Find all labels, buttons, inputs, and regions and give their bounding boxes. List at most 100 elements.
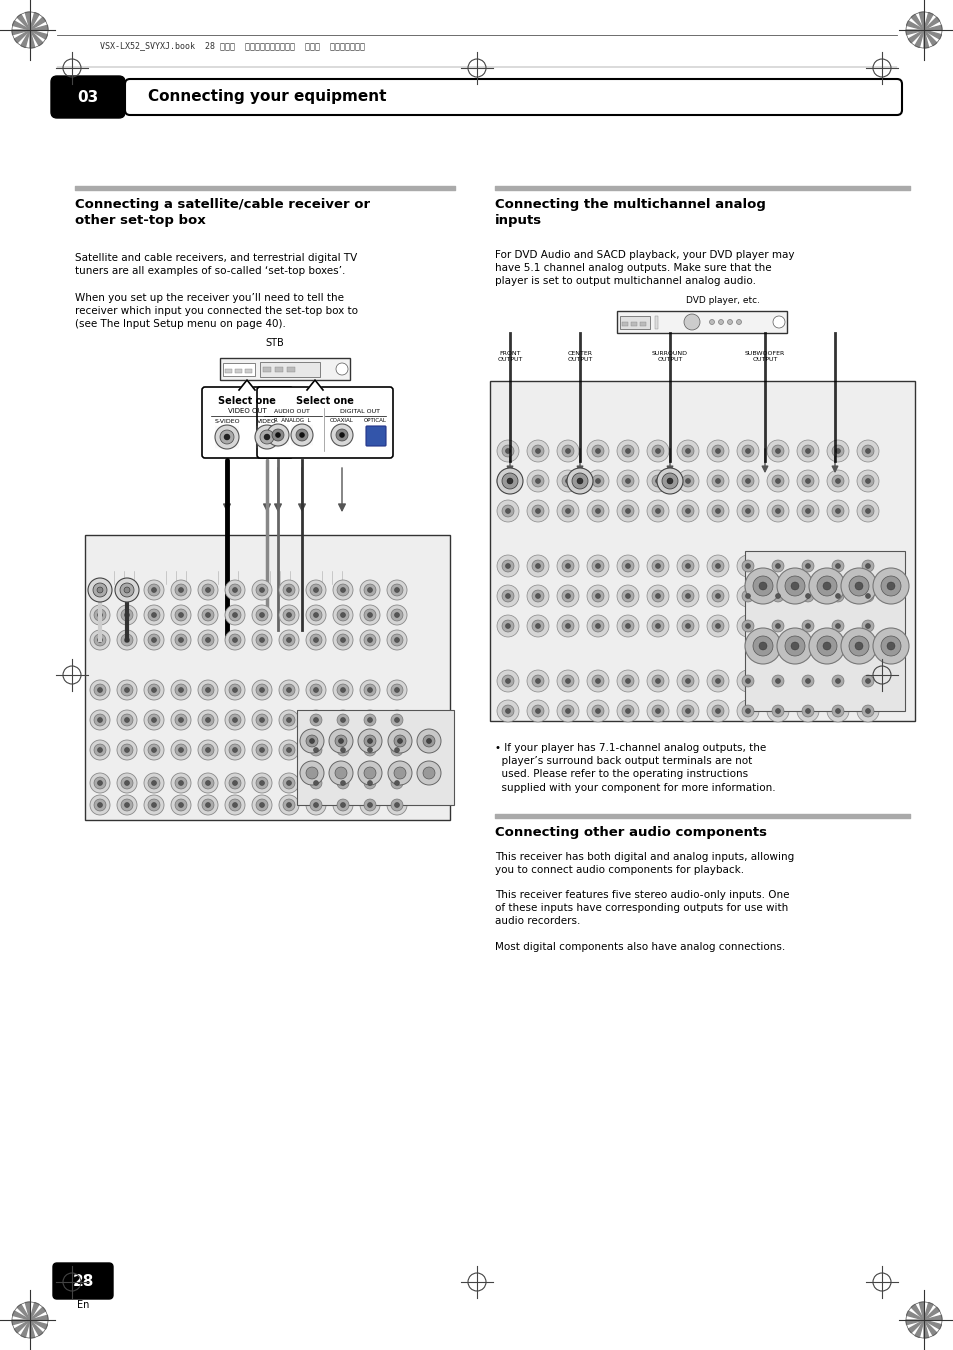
Circle shape bbox=[171, 630, 191, 649]
Circle shape bbox=[744, 563, 750, 568]
Circle shape bbox=[255, 744, 268, 756]
Circle shape bbox=[174, 585, 187, 595]
Circle shape bbox=[655, 478, 659, 483]
Circle shape bbox=[310, 585, 322, 595]
Circle shape bbox=[801, 446, 813, 458]
Circle shape bbox=[744, 709, 750, 714]
FancyBboxPatch shape bbox=[634, 406, 678, 423]
Circle shape bbox=[497, 468, 522, 494]
Polygon shape bbox=[30, 1320, 34, 1338]
Circle shape bbox=[886, 582, 894, 590]
Circle shape bbox=[804, 563, 810, 568]
Circle shape bbox=[565, 709, 570, 714]
Circle shape bbox=[388, 729, 412, 753]
Circle shape bbox=[394, 767, 406, 779]
Polygon shape bbox=[923, 1320, 927, 1338]
Circle shape bbox=[333, 795, 353, 815]
Circle shape bbox=[766, 440, 788, 462]
Polygon shape bbox=[239, 379, 254, 390]
Polygon shape bbox=[30, 26, 48, 30]
Bar bbox=[260, 362, 319, 377]
Circle shape bbox=[535, 594, 540, 598]
Circle shape bbox=[535, 624, 540, 629]
Circle shape bbox=[862, 446, 873, 458]
Circle shape bbox=[367, 687, 372, 693]
Circle shape bbox=[737, 470, 759, 491]
Circle shape bbox=[335, 363, 348, 375]
Circle shape bbox=[617, 616, 639, 637]
Circle shape bbox=[752, 576, 772, 595]
Circle shape bbox=[862, 705, 873, 717]
Circle shape bbox=[125, 637, 130, 643]
Circle shape bbox=[367, 637, 372, 643]
Circle shape bbox=[586, 500, 608, 522]
Circle shape bbox=[621, 475, 634, 487]
Circle shape bbox=[97, 613, 102, 617]
Bar bbox=[95, 788, 115, 798]
Circle shape bbox=[796, 701, 818, 722]
Circle shape bbox=[505, 563, 510, 568]
Bar bbox=[160, 788, 180, 798]
Circle shape bbox=[741, 560, 753, 572]
Polygon shape bbox=[17, 15, 30, 30]
Circle shape bbox=[655, 709, 659, 714]
Circle shape bbox=[259, 717, 264, 722]
Circle shape bbox=[395, 802, 399, 807]
Circle shape bbox=[260, 431, 274, 444]
Circle shape bbox=[848, 636, 868, 656]
Circle shape bbox=[286, 587, 292, 593]
Text: COAXIAL: COAXIAL bbox=[330, 418, 354, 423]
Circle shape bbox=[387, 630, 407, 649]
Circle shape bbox=[310, 744, 322, 756]
Circle shape bbox=[171, 774, 191, 792]
Circle shape bbox=[535, 563, 540, 568]
Circle shape bbox=[621, 705, 634, 717]
Circle shape bbox=[741, 446, 753, 458]
Polygon shape bbox=[21, 1320, 30, 1338]
Circle shape bbox=[340, 637, 345, 643]
Polygon shape bbox=[30, 30, 48, 39]
Circle shape bbox=[229, 799, 241, 811]
Circle shape bbox=[117, 795, 137, 815]
Circle shape bbox=[744, 509, 750, 513]
Circle shape bbox=[252, 740, 272, 760]
Circle shape bbox=[314, 687, 318, 693]
Circle shape bbox=[854, 582, 862, 590]
Circle shape bbox=[283, 744, 294, 756]
Circle shape bbox=[801, 675, 813, 687]
Circle shape bbox=[766, 616, 788, 637]
Circle shape bbox=[202, 799, 213, 811]
Circle shape bbox=[835, 679, 840, 683]
Bar bbox=[225, 369, 232, 373]
Circle shape bbox=[229, 634, 241, 647]
Circle shape bbox=[94, 744, 106, 756]
Circle shape bbox=[831, 446, 843, 458]
Circle shape bbox=[501, 475, 514, 487]
Circle shape bbox=[286, 687, 292, 693]
Circle shape bbox=[359, 710, 379, 730]
Circle shape bbox=[565, 448, 570, 454]
Circle shape bbox=[152, 637, 156, 643]
Circle shape bbox=[497, 555, 518, 576]
Circle shape bbox=[775, 594, 780, 598]
Circle shape bbox=[565, 509, 570, 513]
Circle shape bbox=[772, 316, 784, 328]
Circle shape bbox=[854, 643, 862, 649]
Circle shape bbox=[497, 500, 518, 522]
Circle shape bbox=[796, 500, 818, 522]
Polygon shape bbox=[30, 30, 34, 49]
Circle shape bbox=[831, 505, 843, 517]
Text: VIDEO: VIDEO bbox=[256, 418, 276, 424]
Circle shape bbox=[796, 585, 818, 608]
Circle shape bbox=[651, 705, 663, 717]
Circle shape bbox=[94, 609, 106, 621]
Circle shape bbox=[255, 799, 268, 811]
Circle shape bbox=[364, 634, 375, 647]
Circle shape bbox=[715, 709, 720, 714]
Circle shape bbox=[497, 585, 518, 608]
Circle shape bbox=[198, 605, 218, 625]
Circle shape bbox=[808, 568, 844, 603]
Circle shape bbox=[144, 630, 164, 649]
Circle shape bbox=[198, 680, 218, 701]
Circle shape bbox=[661, 472, 678, 489]
